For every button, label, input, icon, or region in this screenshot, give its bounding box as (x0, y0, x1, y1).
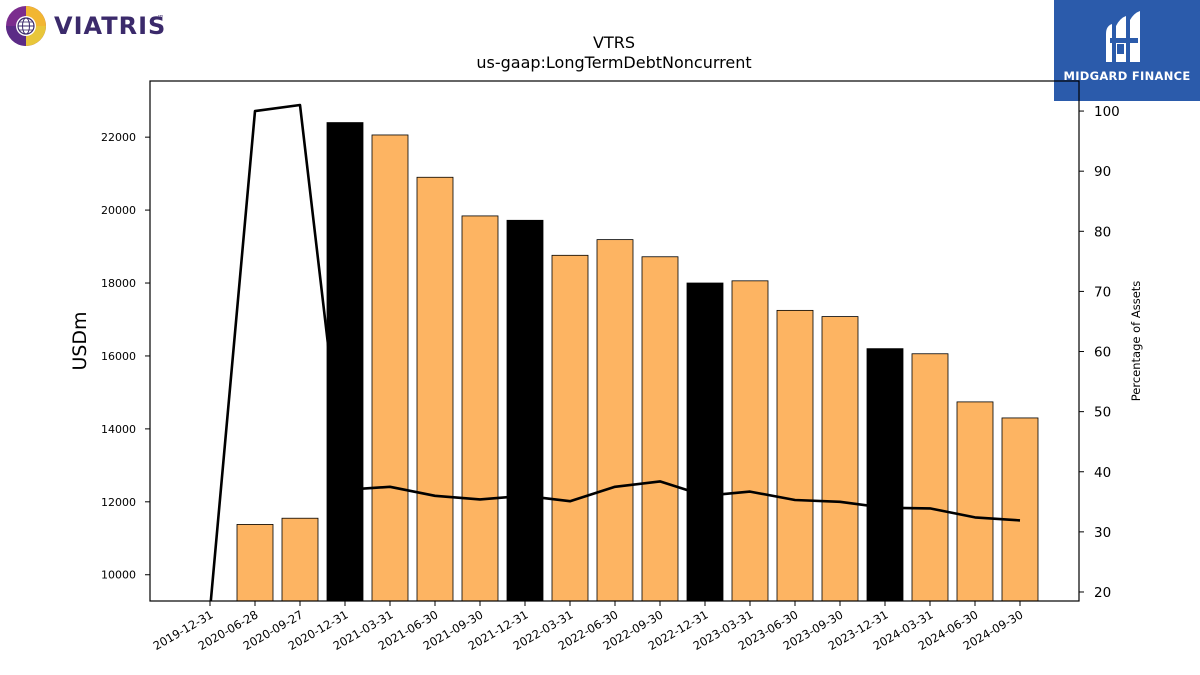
y-tick-label: 22000 (101, 131, 136, 144)
chart-title: VTRS (593, 33, 635, 52)
y-axis-label: USDm (69, 311, 91, 370)
y2-tick-label: 20 (1094, 585, 1111, 601)
bar-2022-12-31 (686, 282, 724, 602)
bar-2024-06-30 (956, 401, 994, 602)
viatris-logo: VIATRIS ™ (4, 4, 174, 48)
bar-series (236, 122, 1039, 602)
bar-2023-03-31 (731, 280, 769, 602)
y2-tick-label: 30 (1094, 525, 1111, 541)
bar-2023-06-30 (776, 309, 814, 602)
bar-2023-12-31 (866, 348, 904, 602)
y2-tick-label: 80 (1094, 224, 1111, 240)
bar-2020-06-28 (236, 524, 274, 602)
bar-2024-09-30 (1001, 417, 1039, 602)
chart-subtitle: us-gaap:LongTermDebtNoncurrent (476, 53, 751, 72)
y-axis-left: 10000 12000 14000 16000 18000 20000 22000 (101, 131, 150, 582)
y-tick-label: 12000 (101, 496, 136, 509)
y2-tick-label: 50 (1094, 405, 1111, 421)
percentage-line (209, 103, 1021, 601)
viatris-logo-text: VIATRIS (54, 12, 167, 40)
trademark-symbol: ™ (157, 14, 164, 22)
bar-2022-06-30 (596, 239, 634, 602)
y-tick-label: 14000 (101, 423, 136, 436)
x-axis: 2019-12-312020-06-282020-09-272020-12-31… (151, 601, 1026, 653)
midgard-finance-text: MIDGARD FINANCE (1063, 69, 1191, 83)
viatris-globe-icon (6, 6, 46, 46)
bar-2024-03-31 (911, 353, 949, 602)
y2-axis-label: Percentage of Assets (1129, 281, 1143, 402)
bar-2022-03-31 (551, 254, 589, 602)
y-tick-label: 18000 (101, 277, 136, 290)
line-series (209, 103, 1021, 601)
midgard-emblem-icon (1106, 11, 1140, 62)
y-tick-label: 20000 (101, 204, 136, 217)
bar-2021-03-31 (371, 134, 409, 602)
bar-2021-06-30 (416, 176, 454, 602)
y2-tick-label: 90 (1094, 164, 1111, 180)
bar-2021-12-31 (506, 219, 544, 602)
bar-2020-09-27 (281, 517, 319, 602)
bar-2023-09-30 (821, 316, 859, 602)
midgard-finance-logo: MIDGARD FINANCE (1054, 0, 1200, 101)
y2-tick-label: 60 (1094, 345, 1111, 361)
y-axis-right: 20 30 40 50 60 70 80 90 100 (1079, 104, 1120, 601)
bar-2021-09-30 (461, 215, 499, 602)
bar-2020-12-31 (326, 122, 364, 602)
y2-tick-label: 70 (1094, 284, 1111, 300)
bar-2022-09-30 (641, 256, 679, 602)
y2-tick-label: 40 (1094, 465, 1111, 481)
y-tick-label: 16000 (101, 350, 136, 363)
y2-tick-label: 100 (1094, 104, 1120, 120)
y-tick-label: 10000 (101, 569, 136, 582)
